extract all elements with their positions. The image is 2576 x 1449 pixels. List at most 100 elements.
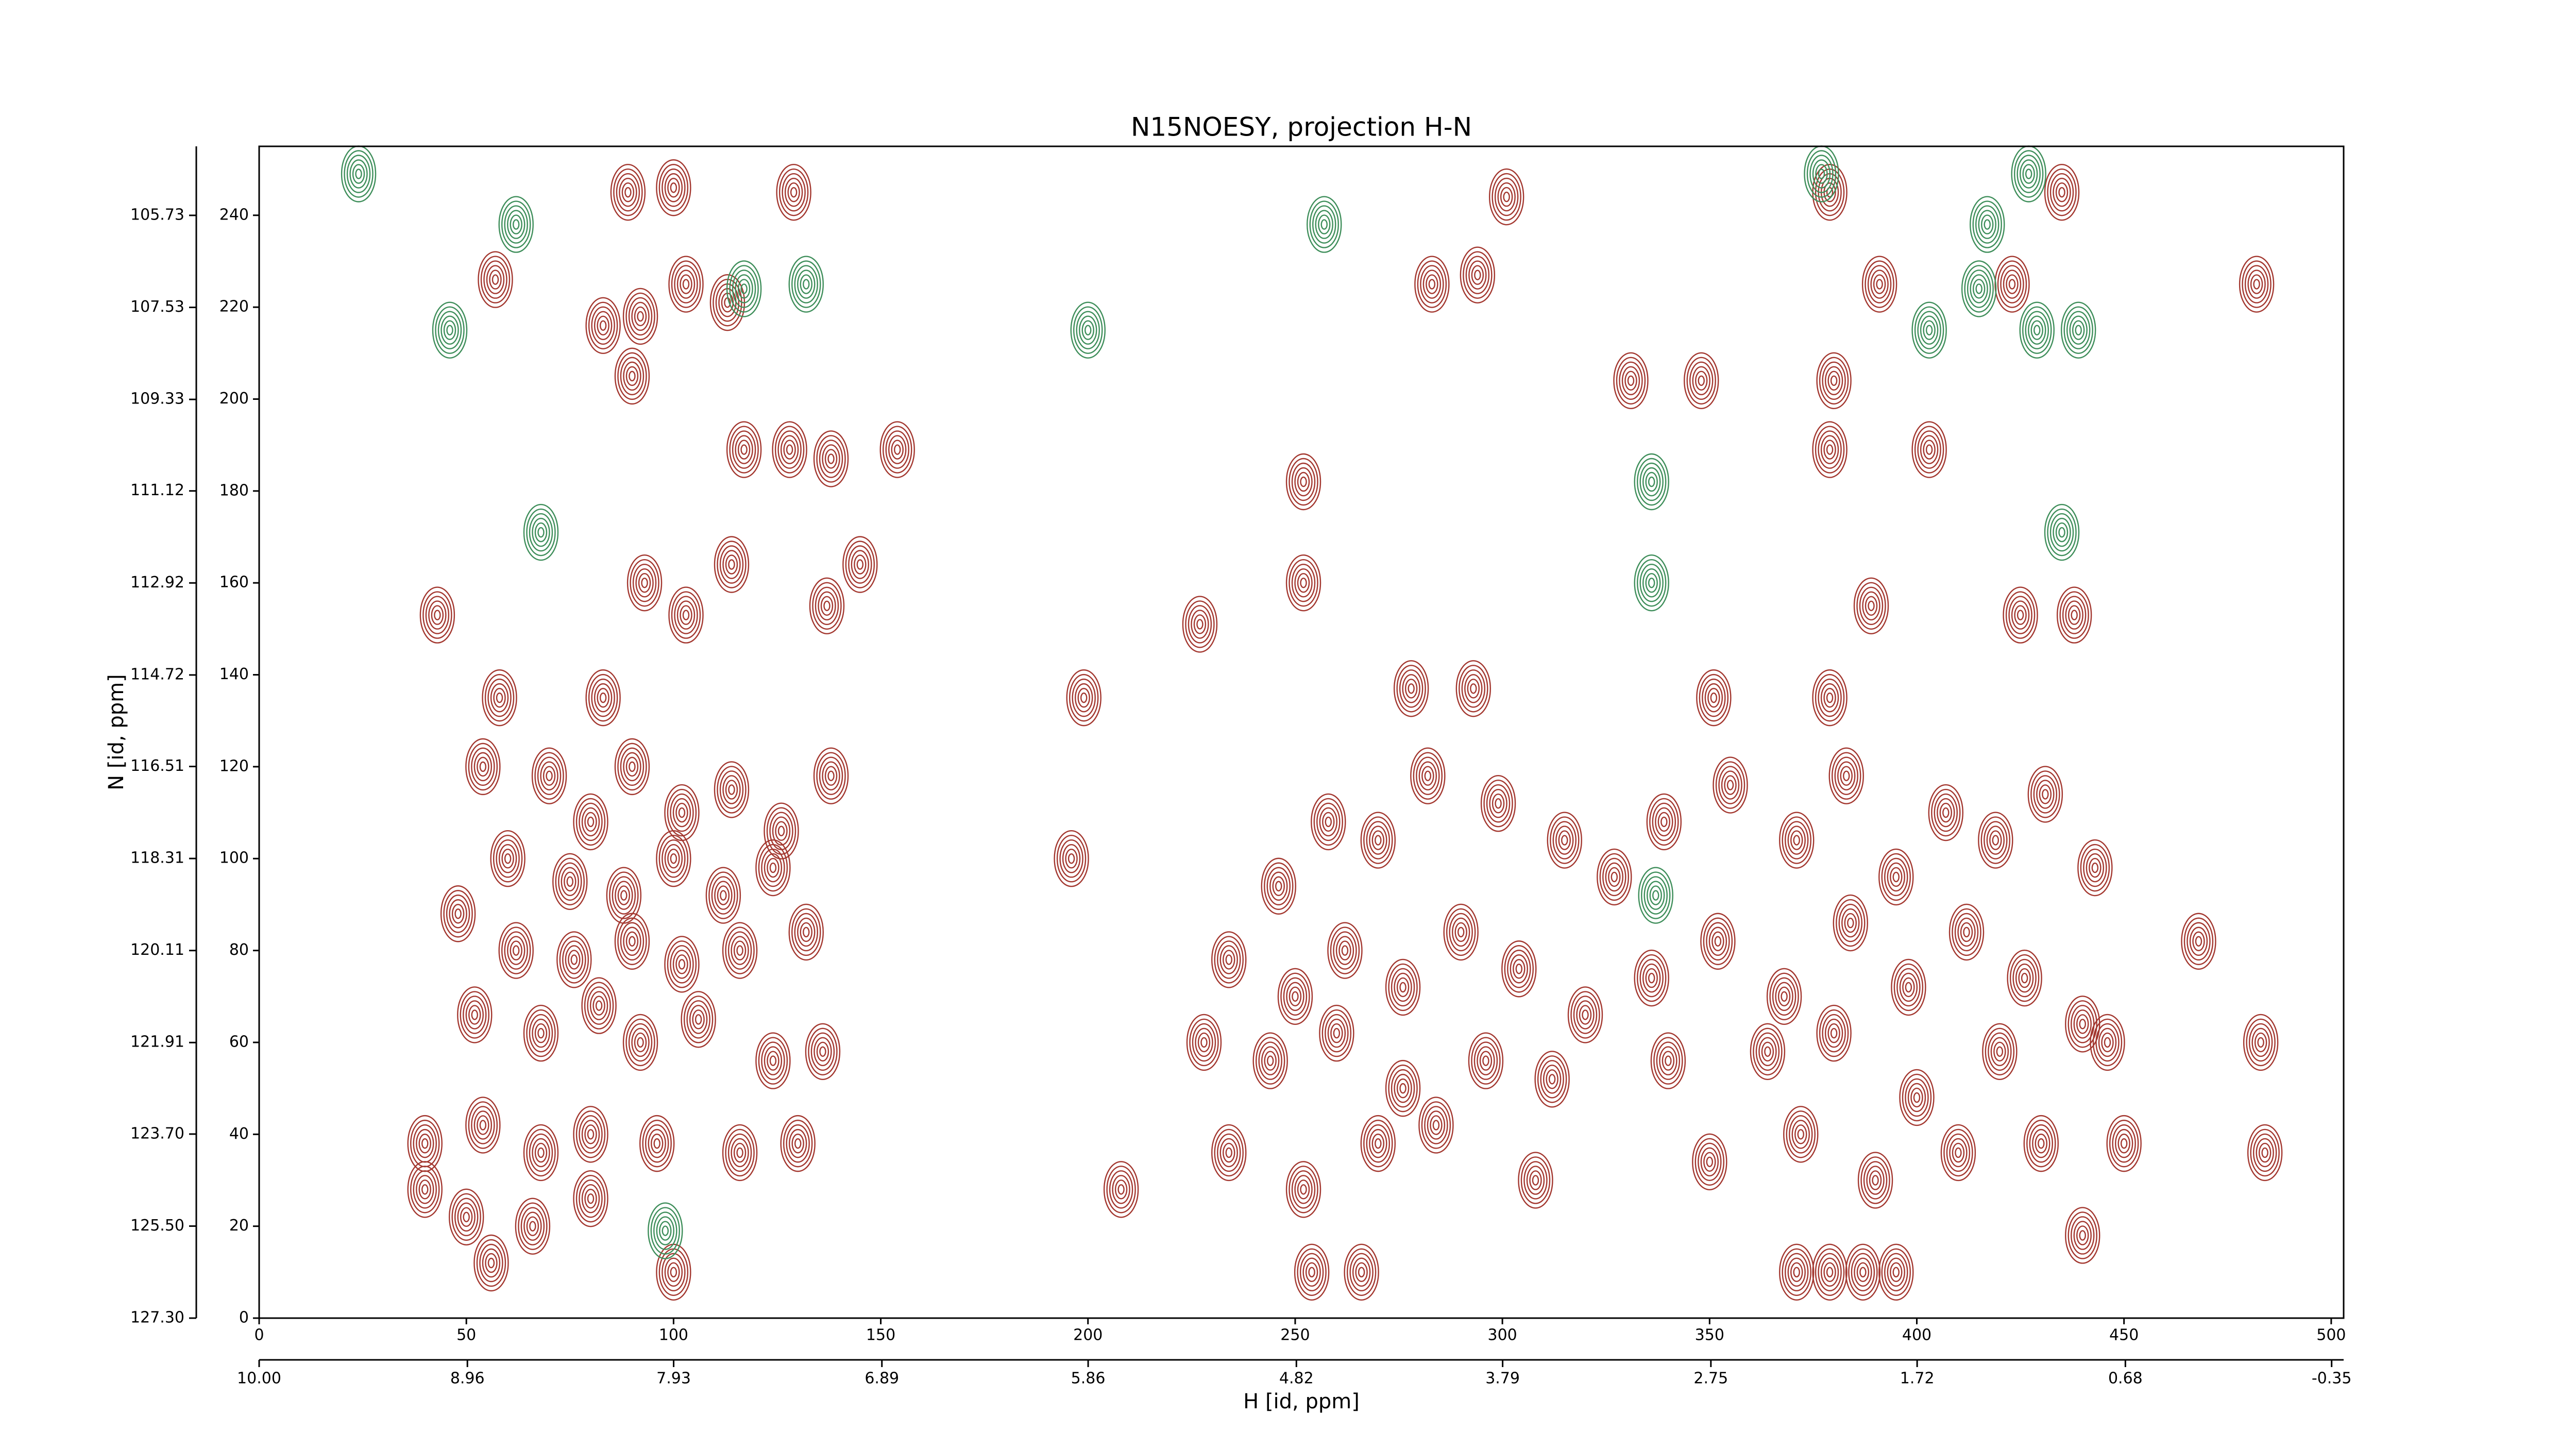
contour-ring xyxy=(448,1188,484,1246)
contour-ring xyxy=(613,168,643,216)
contour-ring xyxy=(2003,269,2022,299)
contour-ring xyxy=(1711,931,1724,951)
contour-ring xyxy=(443,890,473,938)
contour-ring xyxy=(1223,1142,1235,1163)
peak xyxy=(614,738,650,796)
contour-ring xyxy=(1451,917,1470,947)
peak xyxy=(879,421,915,478)
contour-ring xyxy=(758,844,788,892)
x2-tick-label: 3.79 xyxy=(1485,1370,1520,1388)
contour-ring xyxy=(692,1009,705,1030)
contour-ring xyxy=(2251,1027,2270,1057)
peak xyxy=(1613,352,1649,409)
contour-ring xyxy=(1532,1175,1539,1186)
peak xyxy=(1534,1051,1570,1108)
contour-ring xyxy=(658,835,689,883)
contour-ring xyxy=(1917,430,1941,469)
contour-ring xyxy=(349,159,368,189)
contour-ring xyxy=(1790,1262,1803,1283)
x2-tick-label: 0.68 xyxy=(2108,1370,2143,1388)
contour-ring xyxy=(1648,476,1655,487)
contour-ring xyxy=(1264,1051,1277,1071)
contour-ring xyxy=(1285,554,1321,612)
contour-ring xyxy=(780,435,799,464)
contour-ring xyxy=(1867,265,1892,304)
contour-ring xyxy=(2192,931,2205,951)
contour-ring xyxy=(1225,954,1232,965)
contour-ring xyxy=(1643,876,1668,915)
contour-ring xyxy=(790,187,798,198)
contour-ring xyxy=(1322,812,1335,832)
contour-ring xyxy=(1550,816,1580,864)
contour-ring xyxy=(714,536,750,593)
peak xyxy=(1638,867,1673,924)
contour-ring xyxy=(1461,669,1486,708)
contour-ring xyxy=(2247,269,2266,299)
peak xyxy=(1845,1243,1881,1301)
contour-ring xyxy=(434,610,441,620)
contour-ring xyxy=(1827,1023,1840,1043)
peak xyxy=(1488,168,1524,226)
contour-ring xyxy=(662,169,686,207)
contour-ring xyxy=(446,895,470,933)
contour-ring xyxy=(664,173,683,203)
contour-ring xyxy=(480,256,511,304)
contour-ring xyxy=(1428,279,1436,290)
contour-ring xyxy=(1219,945,1238,974)
contour-ring xyxy=(1872,1175,1879,1186)
contour-ring xyxy=(659,1221,672,1241)
contour-ring xyxy=(2248,1023,2273,1062)
contour-ring xyxy=(791,908,821,956)
contour-ring xyxy=(670,1267,677,1278)
peak xyxy=(664,784,700,841)
peak xyxy=(1103,1161,1139,1218)
contour-ring xyxy=(518,1202,548,1250)
contour-ring xyxy=(2112,1124,2136,1163)
peak xyxy=(2065,996,2100,1053)
peak xyxy=(656,1243,691,1301)
x-tick-label: 250 xyxy=(1280,1326,1310,1344)
contour-ring xyxy=(1819,1009,1849,1057)
contour-ring xyxy=(2026,1119,2056,1168)
peak xyxy=(473,1234,509,1292)
peak xyxy=(1344,1243,1379,1301)
contour-ring xyxy=(529,513,553,552)
contour-ring xyxy=(1884,1253,1908,1292)
contour-ring xyxy=(1582,1009,1589,1020)
contour-ring xyxy=(1866,1166,1885,1195)
contour-ring xyxy=(1772,977,1797,1016)
contour-ring xyxy=(729,265,759,313)
contour-ring xyxy=(1837,761,1856,790)
contour-ring xyxy=(599,320,607,331)
peak xyxy=(614,913,650,970)
contour-ring xyxy=(1189,1018,1219,1067)
contour-ring xyxy=(648,1202,683,1259)
contour-ring xyxy=(1455,660,1492,717)
contour-ring xyxy=(346,155,371,193)
contour-ring xyxy=(451,1193,481,1241)
contour-ring xyxy=(526,1009,556,1057)
contour-ring xyxy=(1649,798,1679,846)
contour-ring xyxy=(1468,260,1487,290)
contour-ring xyxy=(1642,963,1661,993)
contour-ring xyxy=(537,527,545,538)
contour-ring xyxy=(2091,862,2099,873)
contour-ring xyxy=(1463,251,1493,299)
contour-ring xyxy=(1750,1023,1786,1080)
contour-ring xyxy=(1818,678,1842,717)
contour-ring xyxy=(711,876,736,915)
contour-ring xyxy=(1217,940,1241,979)
contour-ring xyxy=(1399,982,1406,993)
contour-ring xyxy=(729,426,759,474)
contour-ring xyxy=(1948,903,1985,961)
contour-ring xyxy=(1997,260,2027,308)
peak xyxy=(1878,1243,1914,1301)
contour-ring xyxy=(501,849,514,869)
peak xyxy=(656,159,691,216)
contour-ring xyxy=(678,959,686,970)
contour-ring xyxy=(515,1198,551,1255)
contour-ring xyxy=(1272,876,1285,896)
contour-ring xyxy=(587,1129,595,1140)
peak xyxy=(1385,958,1421,1016)
contour-ring xyxy=(2071,1005,2095,1043)
